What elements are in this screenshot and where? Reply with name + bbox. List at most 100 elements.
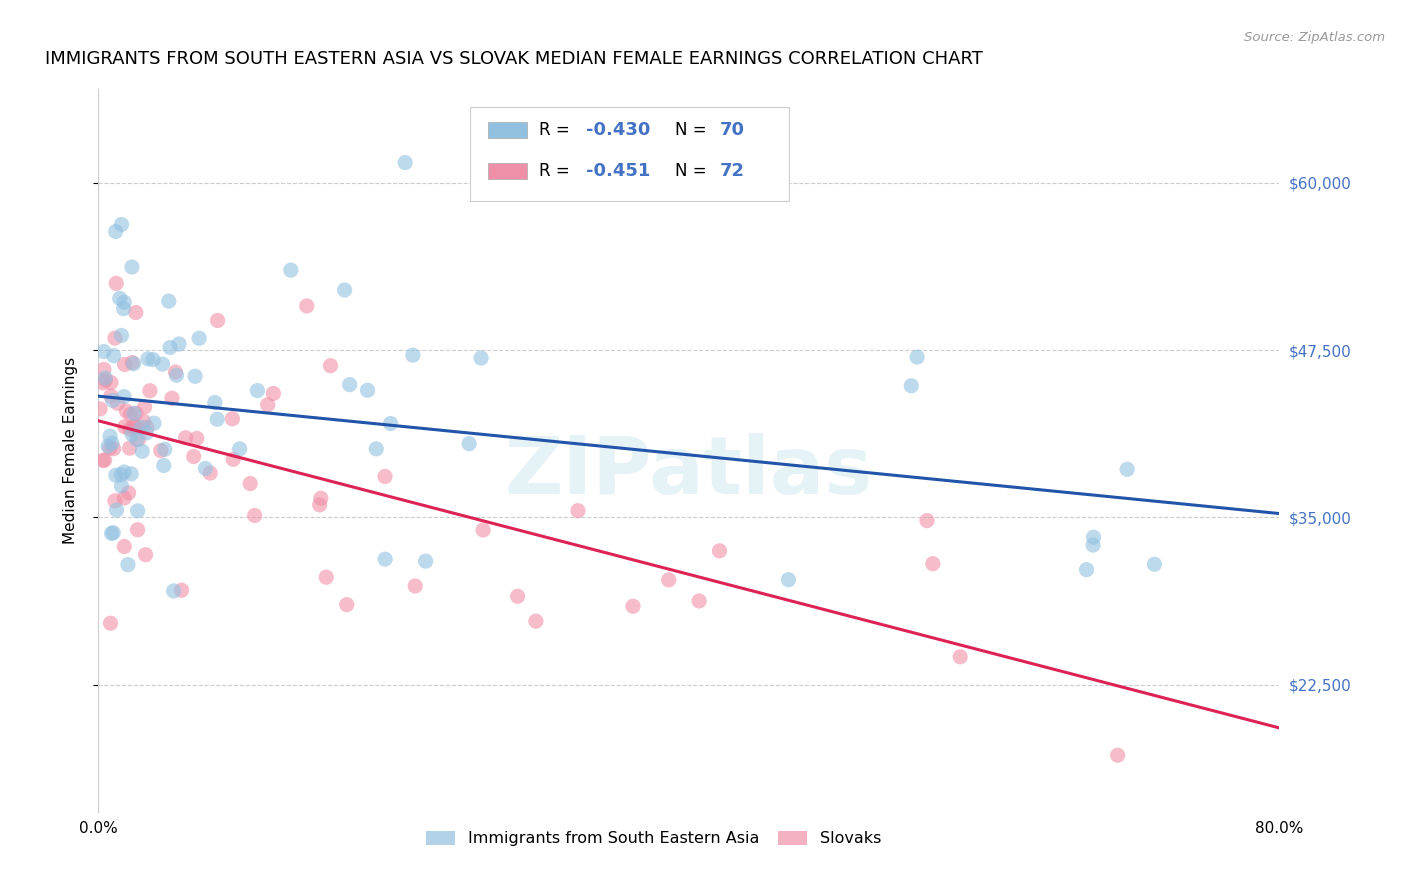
Point	[142, 352, 165, 367]
Text: N =: N =	[675, 121, 711, 139]
Point	[394, 155, 416, 169]
Point	[356, 383, 378, 397]
Point	[658, 573, 681, 587]
Point	[415, 554, 437, 568]
Y-axis label: Median Female Earnings: Median Female Earnings	[63, 357, 77, 544]
FancyBboxPatch shape	[471, 107, 789, 202]
Point	[152, 458, 174, 473]
Point	[127, 504, 149, 518]
Point	[110, 467, 132, 482]
Point	[207, 313, 229, 327]
Point	[256, 398, 278, 412]
Point	[103, 525, 125, 540]
Point	[112, 491, 135, 505]
Text: 70: 70	[720, 121, 745, 139]
Point	[93, 344, 115, 359]
Point	[380, 417, 402, 431]
Point	[166, 368, 188, 383]
Point	[125, 305, 148, 319]
Point	[1116, 462, 1139, 476]
Point	[93, 453, 115, 467]
Point	[110, 479, 132, 493]
Point	[295, 299, 318, 313]
Point	[778, 573, 800, 587]
Point	[100, 376, 122, 390]
Point	[621, 599, 644, 614]
Point	[104, 331, 127, 345]
Point	[131, 444, 153, 458]
Point	[105, 277, 128, 291]
Text: -0.430: -0.430	[586, 121, 651, 139]
Point	[366, 442, 388, 456]
Point	[167, 337, 190, 351]
Point	[309, 491, 332, 506]
Point	[120, 407, 142, 421]
Point	[524, 614, 547, 628]
Point	[900, 378, 922, 392]
Point	[159, 341, 181, 355]
Point	[98, 429, 121, 443]
Point	[128, 432, 150, 446]
Point	[100, 616, 122, 631]
Point	[152, 357, 174, 371]
Point	[404, 579, 426, 593]
Point	[188, 331, 211, 345]
Point	[114, 358, 136, 372]
Point	[115, 404, 138, 418]
Point	[94, 371, 117, 385]
Point	[135, 548, 157, 562]
FancyBboxPatch shape	[488, 122, 527, 138]
Point	[117, 558, 139, 572]
Text: R =: R =	[538, 161, 575, 180]
Point	[118, 486, 141, 500]
Point	[135, 425, 157, 440]
Point	[1076, 563, 1098, 577]
Point	[91, 376, 114, 390]
Point	[94, 373, 117, 387]
Point	[112, 540, 135, 554]
Point	[110, 218, 132, 232]
Point	[122, 357, 145, 371]
Point	[112, 390, 135, 404]
Point	[100, 389, 122, 403]
Point	[160, 391, 183, 405]
Point	[136, 420, 159, 434]
Point	[149, 443, 172, 458]
Point	[104, 468, 127, 483]
FancyBboxPatch shape	[488, 163, 527, 178]
Point	[333, 283, 356, 297]
Point	[921, 557, 943, 571]
Point	[506, 590, 529, 604]
Point	[110, 328, 132, 343]
Text: ZIPatlas: ZIPatlas	[505, 434, 873, 511]
Point	[280, 263, 302, 277]
Text: R =: R =	[538, 121, 575, 139]
Point	[89, 401, 111, 416]
Point	[101, 393, 124, 408]
Point	[100, 526, 122, 541]
Point	[374, 469, 396, 483]
Point	[1107, 748, 1129, 763]
Point	[121, 260, 143, 274]
Point	[118, 422, 141, 436]
Point	[125, 433, 148, 447]
Point	[157, 294, 180, 309]
Point	[97, 439, 120, 453]
Legend: Immigrants from South Eastern Asia, Slovaks: Immigrants from South Eastern Asia, Slov…	[418, 822, 889, 855]
Point	[122, 420, 145, 434]
Text: IMMIGRANTS FROM SOUTH EASTERN ASIA VS SLOVAK MEDIAN FEMALE EARNINGS CORRELATION : IMMIGRANTS FROM SOUTH EASTERN ASIA VS SL…	[45, 50, 983, 68]
Point	[472, 523, 495, 537]
Point	[121, 427, 143, 442]
Point	[246, 384, 269, 398]
Point	[402, 348, 425, 362]
Point	[114, 419, 136, 434]
Point	[1143, 558, 1166, 572]
Point	[134, 400, 156, 414]
Point	[131, 420, 153, 434]
Text: Source: ZipAtlas.com: Source: ZipAtlas.com	[1244, 31, 1385, 45]
Point	[374, 552, 396, 566]
Point	[905, 350, 928, 364]
Point	[458, 436, 481, 450]
Point	[221, 411, 243, 425]
Point	[205, 412, 228, 426]
